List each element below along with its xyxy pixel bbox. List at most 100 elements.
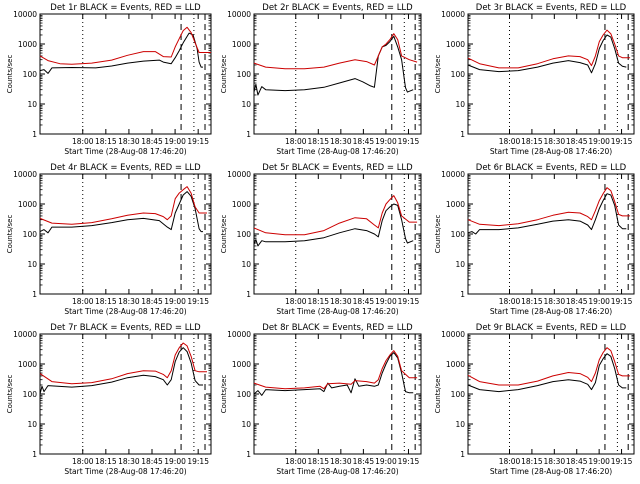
y-tick-label: 1000 xyxy=(446,200,465,209)
y-tick-label: 10000 xyxy=(13,330,37,339)
panel-9: Det 9r BLACK = Events, RED = LLD Counts/s… xyxy=(434,323,635,476)
y-tick-label: 1000 xyxy=(18,360,37,369)
panel-title: Det 9r BLACK = Events, RED = LLD xyxy=(476,323,627,333)
x-tick-label: 19:00 xyxy=(164,457,186,466)
panel-title: Det 8r BLACK = Events, RED = LLD xyxy=(262,323,413,333)
events-series-line xyxy=(253,203,414,247)
events-series-line xyxy=(39,347,203,395)
x-axis-label: Start Time (28-Aug-08 17:46:20) xyxy=(276,147,398,156)
lld-series-line xyxy=(39,342,207,385)
events-series-line xyxy=(253,35,414,96)
y-axis-label: Counts/sec xyxy=(6,215,14,254)
y-tick-label: 100 xyxy=(237,70,252,79)
y-tick-label: 100 xyxy=(451,390,466,399)
x-tick-label: 19:15 xyxy=(611,457,633,466)
y-tick-label: 100 xyxy=(451,230,466,239)
panel-title: Det 2r BLACK = Events, RED = LLD xyxy=(262,3,413,13)
y-axis-label: Counts/sec xyxy=(434,375,442,414)
x-axis-label: Start Time (28-Aug-08 17:46:20) xyxy=(490,467,612,476)
y-tick-label: 1 xyxy=(460,130,465,139)
x-tick-label: 18:30 xyxy=(330,137,352,146)
lld-series-line xyxy=(467,187,631,227)
plot-frame xyxy=(39,333,212,455)
events-series-line xyxy=(467,193,627,235)
lld-series-line xyxy=(253,195,418,236)
x-tick-label: 19:00 xyxy=(588,297,610,306)
y-axis-label: Counts/sec xyxy=(6,375,14,414)
plot-frame xyxy=(253,333,422,455)
y-tick-label: 1000 xyxy=(18,200,37,209)
y-tick-label: 1000 xyxy=(18,40,37,49)
y-tick-label: 1000 xyxy=(446,360,465,369)
x-tick-label: 18:00 xyxy=(285,297,307,306)
x-tick-label: 18:30 xyxy=(544,457,566,466)
plot-frame xyxy=(253,13,422,135)
x-axis-label: Start Time (28-Aug-08 17:46:20) xyxy=(490,147,612,156)
x-tick-label: 19:15 xyxy=(398,457,420,466)
panel-3: Det 3r BLACK = Events, RED = LLD Counts/s… xyxy=(434,3,635,156)
x-tick-label: 18:30 xyxy=(544,297,566,306)
x-tick-label: 18:45 xyxy=(353,297,375,306)
lld-series-line xyxy=(467,347,631,386)
lld-series-line xyxy=(253,350,418,390)
x-tick-label: 18:30 xyxy=(330,297,352,306)
y-tick-label: 10 xyxy=(27,260,37,269)
x-tick-label: 18:00 xyxy=(72,137,94,146)
panel-title: Det 6r BLACK = Events, RED = LLD xyxy=(476,163,627,173)
x-tick-label: 19:15 xyxy=(398,137,420,146)
x-tick-label: 18:45 xyxy=(566,297,588,306)
x-tick-label: 18:15 xyxy=(307,457,329,466)
x-tick-label: 18:45 xyxy=(141,457,163,466)
panel-8: Det 8r BLACK = Events, RED = LLD Counts/s… xyxy=(220,323,422,476)
panel-7: Det 7r BLACK = Events, RED = LLD Counts/s… xyxy=(6,323,212,476)
x-tick-label: 19:15 xyxy=(398,297,420,306)
panel-1: Det 1r BLACK = Events, RED = LLD Counts/s… xyxy=(6,3,212,156)
y-tick-label: 1 xyxy=(460,450,465,459)
y-axis-label: Counts/sec xyxy=(6,55,14,94)
y-tick-label: 10 xyxy=(241,260,251,269)
y-tick-label: 10000 xyxy=(227,10,251,19)
events-series-line xyxy=(253,352,414,396)
lld-series-line xyxy=(39,186,207,225)
y-tick-label: 100 xyxy=(23,70,38,79)
y-tick-label: 100 xyxy=(23,230,38,239)
y-tick-label: 1 xyxy=(246,290,251,299)
x-tick-label: 19:00 xyxy=(375,457,397,466)
x-axis-label: Start Time (28-Aug-08 17:46:20) xyxy=(276,307,398,316)
y-tick-label: 10 xyxy=(241,100,251,109)
panel-5: Det 5r BLACK = Events, RED = LLD Counts/s… xyxy=(220,163,422,316)
x-tick-label: 19:00 xyxy=(588,137,610,146)
x-tick-label: 18:00 xyxy=(499,457,521,466)
x-tick-label: 19:00 xyxy=(588,457,610,466)
x-tick-label: 18:45 xyxy=(353,457,375,466)
y-tick-label: 10000 xyxy=(441,10,465,19)
y-tick-label: 1 xyxy=(32,130,37,139)
x-tick-label: 19:15 xyxy=(611,297,633,306)
y-tick-label: 10000 xyxy=(227,330,251,339)
x-tick-label: 19:15 xyxy=(611,137,633,146)
y-tick-label: 1000 xyxy=(232,200,251,209)
x-tick-label: 18:45 xyxy=(566,457,588,466)
events-series-line xyxy=(39,191,203,234)
x-tick-label: 18:15 xyxy=(95,137,117,146)
x-tick-label: 19:15 xyxy=(187,297,209,306)
y-tick-label: 1000 xyxy=(232,40,251,49)
x-tick-label: 18:00 xyxy=(499,297,521,306)
events-series-line xyxy=(467,34,627,74)
x-tick-label: 18:30 xyxy=(118,297,140,306)
x-tick-label: 19:00 xyxy=(375,297,397,306)
x-axis-label: Start Time (28-Aug-08 17:46:20) xyxy=(490,307,612,316)
y-tick-label: 10000 xyxy=(227,170,251,179)
panel-title: Det 7r BLACK = Events, RED = LLD xyxy=(50,323,201,333)
y-tick-label: 1 xyxy=(32,450,37,459)
panel-title: Det 3r BLACK = Events, RED = LLD xyxy=(476,3,627,13)
x-tick-label: 18:15 xyxy=(95,457,117,466)
y-tick-label: 100 xyxy=(451,70,466,79)
y-tick-label: 1000 xyxy=(232,360,251,369)
lld-series-line xyxy=(467,29,631,69)
panel-title: Det 5r BLACK = Events, RED = LLD xyxy=(262,163,413,173)
y-tick-label: 1 xyxy=(246,450,251,459)
y-tick-label: 100 xyxy=(237,390,252,399)
y-tick-label: 10 xyxy=(27,420,37,429)
x-tick-label: 18:30 xyxy=(544,137,566,146)
